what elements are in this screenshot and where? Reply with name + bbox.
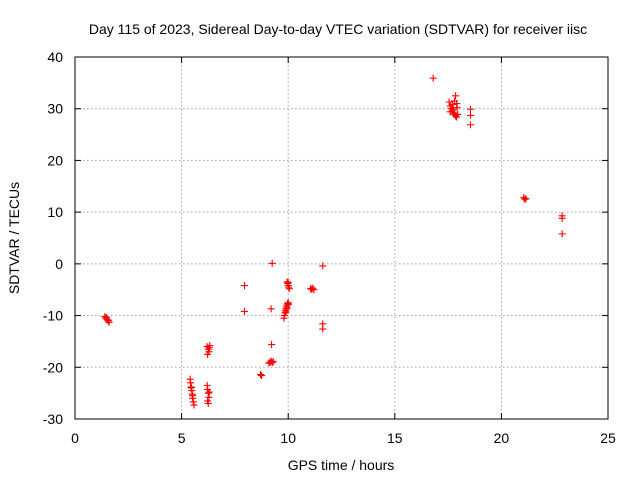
y-tick-label: -10: [43, 308, 63, 324]
x-tick-label: 0: [71, 430, 79, 446]
data-point: [284, 278, 292, 286]
y-tick-label: 20: [47, 152, 63, 168]
data-point: [105, 316, 113, 324]
x-tick-labels: 0 5 10 15 20 25: [71, 430, 616, 446]
grid: [75, 57, 608, 419]
data-point: [429, 74, 437, 82]
x-tick-label: 20: [494, 430, 510, 446]
data-point: [310, 286, 318, 294]
y-tick-label: 30: [47, 101, 63, 117]
data-point: [258, 372, 266, 380]
data-point: [558, 214, 566, 222]
data-points: [101, 74, 566, 409]
data-point: [240, 307, 248, 315]
data-point: [466, 121, 474, 129]
y-tick-label: 10: [47, 204, 63, 220]
y-tick-label: 40: [47, 49, 63, 65]
data-point: [449, 105, 457, 113]
data-point: [189, 398, 197, 406]
data-point: [283, 304, 291, 312]
data-point: [204, 389, 212, 397]
data-point: [268, 359, 276, 367]
data-point: [522, 195, 530, 203]
y-tick-label: 0: [55, 256, 63, 272]
x-tick-label: 15: [387, 430, 403, 446]
data-point: [187, 384, 195, 392]
data-point: [452, 92, 460, 100]
y-axis-label: SDTVAR / TECUs: [6, 182, 22, 294]
data-point: [256, 371, 264, 379]
data-point: [269, 358, 277, 366]
data-point: [240, 282, 248, 290]
data-point: [187, 379, 195, 387]
data-point: [319, 325, 327, 333]
data-point: [268, 341, 276, 349]
x-tick-label: 10: [280, 430, 296, 446]
data-point: [190, 401, 198, 409]
x-tick-label: 25: [600, 430, 616, 446]
data-point: [282, 308, 290, 316]
x-tick-label: 5: [178, 430, 186, 446]
data-point: [454, 110, 462, 118]
data-point: [285, 285, 293, 293]
data-point: [204, 399, 212, 407]
data-point: [448, 101, 456, 109]
data-point: [189, 392, 197, 400]
y-tick-labels: -30 -20 -10 0 10 20 30 40: [43, 49, 63, 427]
data-point: [466, 105, 474, 113]
data-point: [558, 230, 566, 238]
data-point: [267, 305, 275, 313]
data-point: [206, 342, 214, 350]
y-tick-label: -20: [43, 359, 63, 375]
plot-frame: [74, 56, 609, 420]
axis-ticks: [74, 56, 609, 420]
chart-title: Day 115 of 2023, Sidereal Day-to-day VTE…: [89, 21, 587, 37]
data-point: [268, 259, 276, 267]
data-point: [466, 111, 474, 119]
data-point: [453, 104, 461, 112]
y-tick-label: -30: [43, 411, 63, 427]
data-point: [319, 262, 327, 270]
data-point: [204, 350, 212, 358]
data-point: [309, 284, 317, 292]
data-point: [205, 388, 213, 396]
x-axis-label: GPS time / hours: [288, 457, 395, 473]
data-point: [285, 300, 293, 308]
